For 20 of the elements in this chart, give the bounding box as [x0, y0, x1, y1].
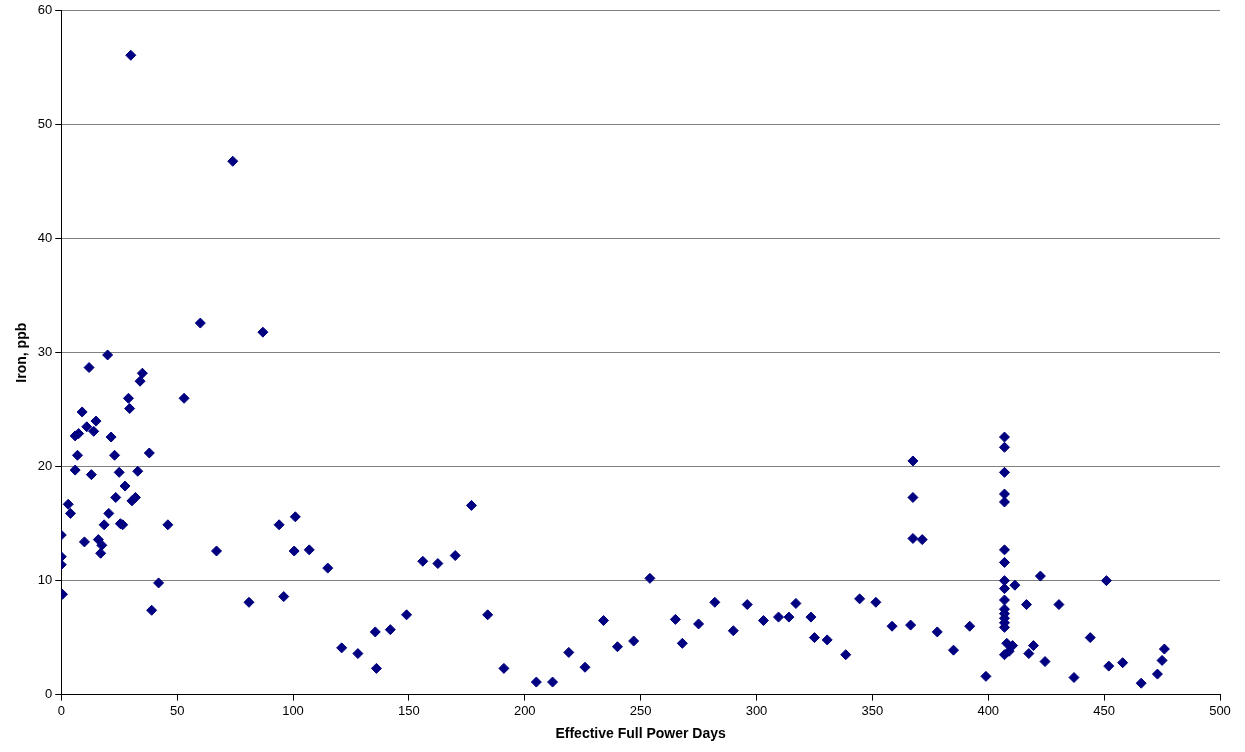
x-tick-label: 450	[1093, 702, 1115, 718]
y-tick-label: 50	[37, 116, 53, 132]
x-tick-label: 50	[169, 702, 185, 718]
x-tick-label: 350	[861, 702, 884, 718]
y-tick-label: 10	[37, 572, 53, 588]
x-tick-label: 0	[57, 702, 65, 718]
x-tick-label: 500	[1209, 702, 1231, 718]
x-tick-label: 150	[398, 702, 420, 718]
y-tick-label: 40	[37, 230, 53, 246]
x-tick-label: 100	[282, 702, 304, 718]
y-tick-label: 60	[37, 2, 53, 18]
y-tick-label: 0	[45, 686, 53, 702]
x-tick-label: 400	[977, 702, 1000, 718]
y-axis-title: Iron, ppb	[13, 322, 30, 383]
x-tick-label: 200	[513, 702, 536, 718]
y-tick-label: 20	[37, 458, 53, 474]
x-axis-title: Effective Full Power Days	[555, 725, 727, 742]
x-tick-label: 250	[629, 702, 652, 718]
y-tick-label: 30	[37, 344, 53, 360]
x-tick-label: 300	[745, 702, 768, 718]
